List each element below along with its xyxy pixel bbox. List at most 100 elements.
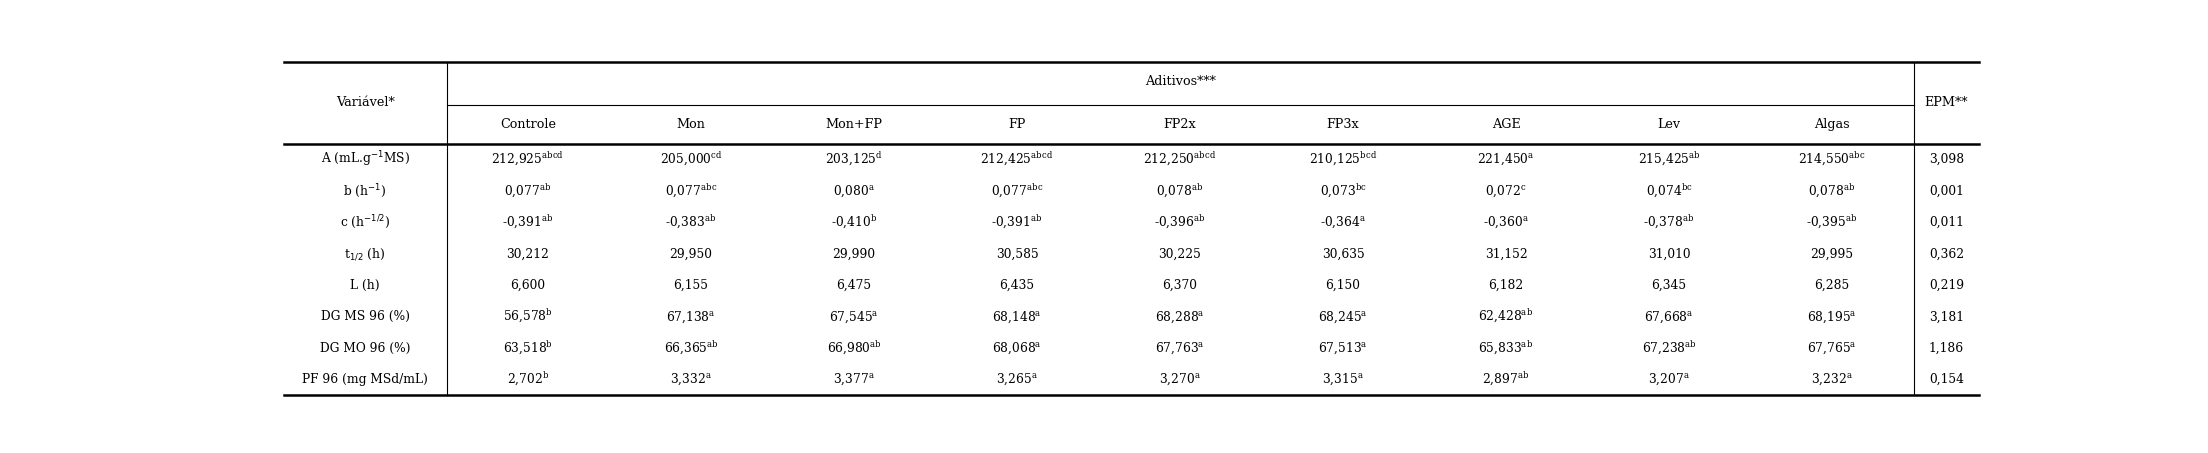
Text: 67,668$^{\mathregular{a}}$: 67,668$^{\mathregular{a}}$ <box>1645 309 1694 324</box>
Text: 3,098: 3,098 <box>1930 153 1965 166</box>
Text: -0,364$^{\mathregular{a}}$: -0,364$^{\mathregular{a}}$ <box>1320 215 1367 230</box>
Text: 67,138$^{\mathregular{a}}$: 67,138$^{\mathregular{a}}$ <box>667 309 715 324</box>
Text: 30,635: 30,635 <box>1323 247 1365 260</box>
Text: 0,074$^{\mathregular{bc}}$: 0,074$^{\mathregular{bc}}$ <box>1645 182 1694 200</box>
Text: 66,980$^{\mathregular{ab}}$: 66,980$^{\mathregular{ab}}$ <box>826 340 881 357</box>
Text: 3,181: 3,181 <box>1930 310 1963 323</box>
Text: 6,155: 6,155 <box>673 279 709 292</box>
Text: EPM**: EPM** <box>1925 96 1967 110</box>
Text: Lev: Lev <box>1658 118 1680 131</box>
Text: 67,765$^{\mathregular{a}}$: 67,765$^{\mathregular{a}}$ <box>1806 341 1857 356</box>
Text: 212,250$^{\mathregular{abcd}}$: 212,250$^{\mathregular{abcd}}$ <box>1144 151 1217 168</box>
Text: 0,078$^{\mathregular{ab}}$: 0,078$^{\mathregular{ab}}$ <box>1157 182 1203 200</box>
Text: 6,150: 6,150 <box>1325 279 1360 292</box>
Text: 68,148$^{\mathregular{a}}$: 68,148$^{\mathregular{a}}$ <box>991 309 1042 324</box>
Text: Mon+FP: Mon+FP <box>826 118 883 131</box>
Text: 0,362: 0,362 <box>1930 247 1965 260</box>
Text: 68,288$^{\mathregular{a}}$: 68,288$^{\mathregular{a}}$ <box>1155 309 1206 324</box>
Text: 205,000$^{\mathregular{cd}}$: 205,000$^{\mathregular{cd}}$ <box>660 151 722 168</box>
Text: 29,995: 29,995 <box>1811 247 1855 260</box>
Text: -0,391$^{\mathregular{ab}}$: -0,391$^{\mathregular{ab}}$ <box>501 214 554 231</box>
Text: 6,475: 6,475 <box>837 279 872 292</box>
Text: 0,072$^{\mathregular{c}}$: 0,072$^{\mathregular{c}}$ <box>1486 183 1526 199</box>
Text: Aditivos***: Aditivos*** <box>1144 75 1214 88</box>
Text: 6,370: 6,370 <box>1164 279 1197 292</box>
Text: -0,360$^{\mathregular{a}}$: -0,360$^{\mathregular{a}}$ <box>1484 215 1530 230</box>
Text: 3,270$^{\mathregular{a}}$: 3,270$^{\mathregular{a}}$ <box>1159 372 1201 387</box>
Text: 6,345: 6,345 <box>1652 279 1687 292</box>
Text: 6,182: 6,182 <box>1488 279 1524 292</box>
Text: -0,391$^{\mathregular{ab}}$: -0,391$^{\mathregular{ab}}$ <box>991 214 1042 231</box>
Text: 67,238$^{\mathregular{ab}}$: 67,238$^{\mathregular{ab}}$ <box>1641 340 1696 357</box>
Text: DG MS 96 (%): DG MS 96 (%) <box>320 310 411 323</box>
Text: 29,990: 29,990 <box>832 247 877 260</box>
Text: 63,518$^{\mathregular{b}}$: 63,518$^{\mathregular{b}}$ <box>503 340 552 357</box>
Text: 3,232$^{\mathregular{a}}$: 3,232$^{\mathregular{a}}$ <box>1811 372 1853 387</box>
Text: 6,435: 6,435 <box>1000 279 1036 292</box>
Text: PF 96 (mg MSd/mL): PF 96 (mg MSd/mL) <box>302 373 428 386</box>
Text: 0,001: 0,001 <box>1930 184 1963 198</box>
Text: 30,225: 30,225 <box>1159 247 1201 260</box>
Text: -0,383$^{\mathregular{ab}}$: -0,383$^{\mathregular{ab}}$ <box>665 214 718 231</box>
Text: 0,073$^{\mathregular{bc}}$: 0,073$^{\mathregular{bc}}$ <box>1320 182 1367 200</box>
Text: 221,450$^{\mathregular{a}}$: 221,450$^{\mathregular{a}}$ <box>1477 152 1535 167</box>
Text: 3,265$^{\mathregular{a}}$: 3,265$^{\mathregular{a}}$ <box>996 372 1038 387</box>
Text: 3,315$^{\mathregular{a}}$: 3,315$^{\mathregular{a}}$ <box>1323 372 1365 387</box>
Text: 29,950: 29,950 <box>669 247 713 260</box>
Text: 6,600: 6,600 <box>510 279 545 292</box>
Text: FP3x: FP3x <box>1327 118 1360 131</box>
Text: 212,925$^{\mathregular{abcd}}$: 212,925$^{\mathregular{abcd}}$ <box>492 151 565 168</box>
Text: Algas: Algas <box>1815 118 1850 131</box>
Text: Variável*: Variável* <box>336 96 395 110</box>
Text: 212,425$^{\mathregular{abcd}}$: 212,425$^{\mathregular{abcd}}$ <box>980 151 1053 168</box>
Text: 0,011: 0,011 <box>1930 216 1963 229</box>
Text: 0,077$^{\mathregular{abc}}$: 0,077$^{\mathregular{abc}}$ <box>991 182 1042 200</box>
Text: 2,897$^{\mathregular{ab}}$: 2,897$^{\mathregular{ab}}$ <box>1482 371 1530 388</box>
Text: DG MO 96 (%): DG MO 96 (%) <box>320 342 411 355</box>
Text: 68,195$^{\mathregular{a}}$: 68,195$^{\mathregular{a}}$ <box>1806 309 1857 324</box>
Text: -0,410$^{\mathregular{b}}$: -0,410$^{\mathregular{b}}$ <box>830 214 877 231</box>
Text: FP: FP <box>1009 118 1027 131</box>
Text: 67,545$^{\mathregular{a}}$: 67,545$^{\mathregular{a}}$ <box>830 309 879 324</box>
Text: 68,245$^{\mathregular{a}}$: 68,245$^{\mathregular{a}}$ <box>1318 309 1369 324</box>
Text: 0,077$^{\mathregular{abc}}$: 0,077$^{\mathregular{abc}}$ <box>665 182 718 200</box>
Text: 0,077$^{\mathregular{ab}}$: 0,077$^{\mathregular{ab}}$ <box>503 182 552 200</box>
Text: 56,578$^{\mathregular{b}}$: 56,578$^{\mathregular{b}}$ <box>503 308 552 326</box>
Text: c (h$^{-1/2}$): c (h$^{-1/2}$) <box>340 213 391 231</box>
Text: 31,010: 31,010 <box>1647 247 1691 260</box>
Text: -0,378$^{\mathregular{ab}}$: -0,378$^{\mathregular{ab}}$ <box>1643 214 1696 231</box>
Text: 6,285: 6,285 <box>1815 279 1850 292</box>
Text: 30,212: 30,212 <box>506 247 550 260</box>
Text: 3,377$^{\mathregular{a}}$: 3,377$^{\mathregular{a}}$ <box>832 372 874 387</box>
Text: FP2x: FP2x <box>1164 118 1197 131</box>
Text: 68,068$^{\mathregular{a}}$: 68,068$^{\mathregular{a}}$ <box>991 341 1042 356</box>
Text: 67,513$^{\mathregular{a}}$: 67,513$^{\mathregular{a}}$ <box>1318 341 1369 356</box>
Text: -0,395$^{\mathregular{ab}}$: -0,395$^{\mathregular{ab}}$ <box>1806 214 1857 231</box>
Text: -0,396$^{\mathregular{ab}}$: -0,396$^{\mathregular{ab}}$ <box>1155 214 1206 231</box>
Text: 30,585: 30,585 <box>996 247 1038 260</box>
Text: 67,763$^{\mathregular{a}}$: 67,763$^{\mathregular{a}}$ <box>1155 341 1206 356</box>
Text: A (mL.g$^{-1}$MS): A (mL.g$^{-1}$MS) <box>320 149 411 169</box>
Text: 66,365$^{\mathregular{ab}}$: 66,365$^{\mathregular{ab}}$ <box>665 340 718 357</box>
Text: AGE: AGE <box>1493 118 1521 131</box>
Text: Mon: Mon <box>676 118 704 131</box>
Text: 31,152: 31,152 <box>1484 247 1528 260</box>
Text: 214,550$^{\mathregular{abc}}$: 214,550$^{\mathregular{abc}}$ <box>1797 151 1866 168</box>
Text: b (h$^{-1}$): b (h$^{-1}$) <box>344 182 386 200</box>
Text: 3,207$^{\mathregular{a}}$: 3,207$^{\mathregular{a}}$ <box>1647 372 1689 387</box>
Text: 1,186: 1,186 <box>1930 342 1965 355</box>
Text: t$_{1/2}$ (h): t$_{1/2}$ (h) <box>344 246 386 262</box>
Text: 203,125$^{\mathregular{d}}$: 203,125$^{\mathregular{d}}$ <box>826 151 883 168</box>
Text: 62,428$^{\mathregular{ab}}$: 62,428$^{\mathregular{ab}}$ <box>1479 308 1535 326</box>
Text: 3,332$^{\mathregular{a}}$: 3,332$^{\mathregular{a}}$ <box>669 372 711 387</box>
Text: L (h): L (h) <box>351 279 380 292</box>
Text: Controle: Controle <box>499 118 556 131</box>
Text: 2,702$^{\mathregular{b}}$: 2,702$^{\mathregular{b}}$ <box>508 371 550 388</box>
Text: 210,125$^{\mathregular{bcd}}$: 210,125$^{\mathregular{bcd}}$ <box>1309 151 1378 168</box>
Text: 0,080$^{\mathregular{a}}$: 0,080$^{\mathregular{a}}$ <box>832 183 874 199</box>
Text: 215,425$^{\mathregular{ab}}$: 215,425$^{\mathregular{ab}}$ <box>1638 151 1700 168</box>
Text: 0,219: 0,219 <box>1930 279 1965 292</box>
Text: 65,833$^{\mathregular{ab}}$: 65,833$^{\mathregular{ab}}$ <box>1479 340 1535 357</box>
Text: 0,154: 0,154 <box>1930 373 1963 386</box>
Text: 0,078$^{\mathregular{ab}}$: 0,078$^{\mathregular{ab}}$ <box>1808 182 1855 200</box>
